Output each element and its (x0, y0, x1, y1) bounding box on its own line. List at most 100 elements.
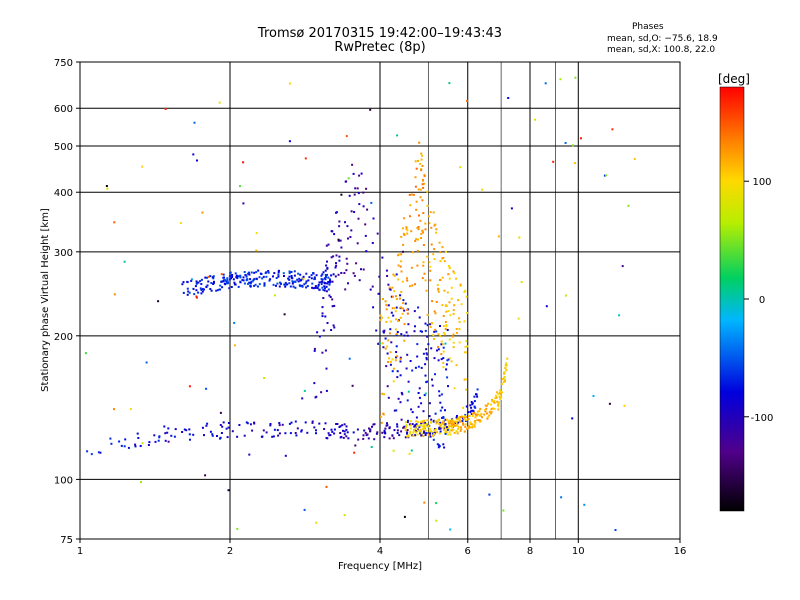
data-point (277, 434, 280, 437)
data-point (464, 425, 467, 428)
data-point (250, 280, 253, 283)
data-point (206, 284, 209, 287)
data-point (424, 426, 426, 429)
data-point (391, 434, 394, 437)
data-point (364, 234, 367, 237)
data-point (97, 451, 100, 454)
data-point (458, 341, 461, 344)
data-point (434, 373, 436, 376)
data-point (315, 521, 318, 524)
data-point (429, 279, 432, 282)
data-point (105, 185, 108, 187)
data-point (420, 424, 423, 426)
data-point (205, 276, 208, 279)
data-point (236, 276, 239, 279)
data-point (400, 291, 403, 293)
data-point (444, 432, 447, 435)
data-point (278, 432, 281, 435)
data-point (459, 416, 462, 418)
data-point (479, 407, 482, 410)
data-point (452, 270, 455, 273)
data-point (209, 288, 212, 290)
data-point (471, 402, 474, 405)
data-point (446, 428, 449, 431)
data-point (378, 275, 381, 278)
data-point (544, 82, 547, 85)
data-point (299, 273, 302, 276)
data-point (395, 345, 398, 348)
data-point (219, 424, 222, 426)
data-point (392, 273, 395, 276)
data-point (422, 261, 425, 264)
data-point (395, 409, 398, 412)
y-tick-label: 100 (54, 475, 73, 486)
data-point (365, 250, 368, 253)
data-point (225, 427, 228, 430)
data-points (84, 76, 636, 531)
data-point (409, 360, 412, 362)
data-point (327, 276, 330, 279)
data-point (484, 409, 486, 411)
data-point (439, 335, 442, 338)
data-point (424, 228, 427, 231)
data-point (199, 287, 202, 290)
data-point (185, 429, 188, 432)
data-point (140, 481, 142, 484)
data-point (418, 425, 421, 428)
data-point (164, 108, 167, 110)
data-point (438, 432, 441, 435)
data-point (463, 417, 465, 419)
data-point (420, 402, 423, 405)
data-point (364, 431, 367, 434)
data-point (444, 409, 446, 412)
data-point (417, 428, 420, 431)
data-point (402, 232, 405, 235)
data-point (324, 315, 327, 318)
data-point (369, 108, 372, 111)
data-point (426, 425, 429, 428)
data-point (272, 283, 275, 286)
data-point (220, 273, 223, 276)
data-point (368, 427, 370, 430)
data-point (463, 415, 466, 418)
data-point (458, 328, 461, 331)
data-point (340, 246, 343, 249)
data-point (371, 285, 374, 288)
data-point (229, 271, 232, 274)
data-point (473, 411, 476, 414)
data-point (434, 420, 437, 422)
data-point (346, 431, 349, 434)
data-point (110, 442, 113, 445)
data-point (353, 193, 356, 196)
data-point (371, 242, 374, 244)
data-point (321, 315, 324, 318)
data-point (136, 432, 139, 435)
data-point (352, 272, 355, 275)
data-point (354, 187, 357, 190)
data-point (313, 347, 316, 350)
data-point (462, 423, 465, 426)
data-point (447, 433, 450, 436)
data-point (403, 234, 406, 236)
data-point (195, 295, 198, 298)
data-point (455, 364, 458, 367)
data-point (442, 315, 445, 317)
data-point (276, 282, 279, 285)
data-point (406, 312, 409, 315)
data-point (333, 432, 336, 435)
data-point (157, 300, 160, 303)
x-tick-label: 16 (674, 546, 687, 557)
data-point (390, 295, 393, 298)
data-point (339, 432, 342, 434)
data-point (318, 281, 321, 284)
data-point (463, 320, 466, 323)
data-point (166, 431, 169, 434)
data-point (252, 278, 255, 281)
data-point (199, 280, 202, 283)
data-point (325, 276, 327, 278)
data-point (559, 78, 562, 81)
data-point (242, 279, 245, 282)
data-point (323, 289, 326, 292)
data-point (383, 436, 386, 439)
data-point (440, 423, 443, 426)
